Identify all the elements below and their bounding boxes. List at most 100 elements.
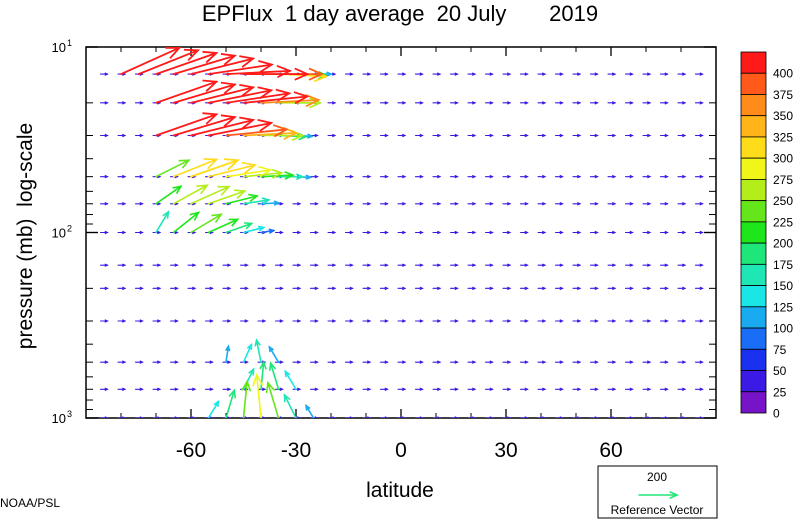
background-vector	[449, 230, 459, 235]
background-vector	[694, 360, 704, 364]
background-vector	[257, 286, 267, 291]
background-vector	[204, 416, 214, 418]
background-vector	[642, 319, 652, 323]
background-vector	[677, 286, 687, 291]
flux-vector	[225, 222, 254, 234]
background-vector	[204, 286, 214, 291]
background-vector	[99, 174, 109, 179]
background-vector	[222, 416, 232, 418]
background-vector	[589, 101, 599, 105]
background-vector	[432, 101, 442, 105]
background-vector	[362, 174, 372, 179]
background-vector	[642, 174, 652, 179]
background-vector	[152, 263, 162, 267]
background-vector	[537, 72, 547, 76]
background-vector	[484, 133, 494, 138]
background-vector	[519, 416, 529, 418]
background-vector	[117, 360, 127, 364]
background-vector	[187, 387, 197, 391]
flux-vector	[260, 228, 276, 234]
background-vector	[519, 202, 529, 206]
flux-vector	[155, 112, 219, 137]
background-vector	[659, 416, 669, 418]
background-vector	[572, 72, 582, 76]
background-vector	[344, 133, 354, 138]
background-vector	[362, 263, 372, 267]
colorbar-swatch	[740, 348, 767, 371]
background-vector	[502, 387, 512, 391]
background-vector	[467, 360, 477, 364]
flux-vector	[305, 403, 315, 418]
background-vector	[362, 360, 372, 364]
colorbar-swatch	[740, 306, 767, 329]
background-vector	[537, 360, 547, 364]
y-tick-exponent: 2	[67, 224, 72, 234]
background-vector	[274, 263, 284, 267]
y-tick-exponent: 1	[67, 38, 72, 48]
background-vector	[379, 202, 389, 206]
background-vector	[519, 133, 529, 138]
background-vector	[659, 263, 669, 267]
background-vector	[134, 416, 144, 418]
background-vector	[624, 387, 634, 391]
background-vector	[379, 133, 389, 138]
background-vector	[572, 230, 582, 235]
background-vector	[397, 230, 407, 235]
background-vector	[642, 360, 652, 364]
background-vector	[659, 230, 669, 235]
background-vector	[502, 286, 512, 291]
background-vector	[677, 101, 687, 105]
background-vector	[677, 387, 687, 391]
background-vector	[344, 387, 354, 391]
background-vector	[327, 101, 337, 105]
background-vector	[694, 72, 704, 76]
background-vector	[694, 387, 704, 391]
background-vector	[432, 72, 442, 76]
background-vector	[362, 319, 372, 323]
background-vector	[432, 286, 442, 291]
background-vector	[642, 72, 652, 76]
background-vector	[99, 202, 109, 206]
background-vector	[519, 319, 529, 323]
background-vector	[502, 360, 512, 364]
flux-vector	[190, 116, 256, 137]
background-vector	[537, 202, 547, 206]
background-vector	[397, 133, 407, 138]
background-vector	[169, 416, 179, 418]
background-vector	[344, 101, 354, 105]
background-vector	[292, 360, 302, 364]
background-vector	[414, 230, 424, 235]
background-vector	[659, 101, 669, 105]
background-vector	[309, 230, 319, 235]
background-vector	[537, 263, 547, 267]
background-vector	[607, 230, 617, 235]
background-vector	[694, 174, 704, 179]
background-vector	[502, 230, 512, 235]
background-vector	[467, 286, 477, 291]
background-vector	[99, 101, 109, 105]
background-vector	[169, 263, 179, 267]
background-vector	[239, 416, 249, 418]
background-vector	[152, 319, 162, 323]
background-vector	[117, 319, 127, 323]
flux-vector	[155, 210, 170, 234]
flux-vector	[172, 114, 237, 137]
background-vector	[554, 202, 564, 206]
background-vector	[624, 133, 634, 138]
background-vector	[362, 416, 372, 418]
background-vector	[414, 416, 424, 418]
background-vector	[554, 360, 564, 364]
background-vector	[257, 416, 267, 418]
background-vector	[239, 263, 249, 267]
background-vector	[362, 72, 372, 76]
background-vector	[169, 319, 179, 323]
background-vector	[677, 230, 687, 235]
background-vector	[414, 133, 424, 138]
background-vector	[414, 263, 424, 267]
flux-vector	[207, 59, 274, 76]
reference-arrow	[638, 491, 679, 499]
background-vector	[502, 72, 512, 76]
background-vector	[397, 319, 407, 323]
background-vector	[554, 387, 564, 391]
background-vector	[292, 319, 302, 323]
